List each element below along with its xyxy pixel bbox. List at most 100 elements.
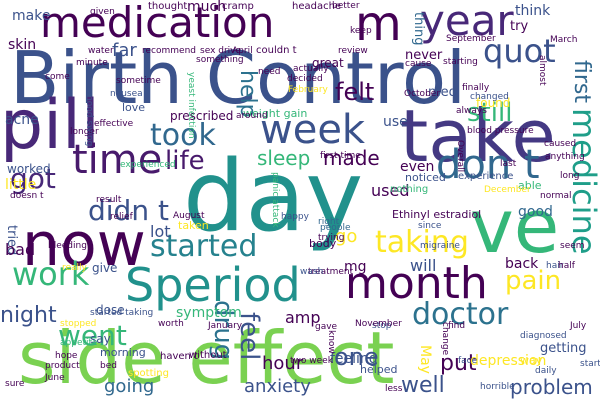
cloud-word: time bbox=[72, 137, 163, 183]
cloud-word: don t bbox=[436, 142, 540, 188]
cloud-word: yeast infection bbox=[186, 72, 196, 139]
cloud-word: result bbox=[96, 195, 122, 205]
cloud-word: spotting bbox=[128, 368, 169, 379]
cloud-word: hour bbox=[262, 353, 304, 374]
cloud-word: daily bbox=[535, 366, 557, 376]
cloud-word: m bbox=[355, 0, 402, 52]
cloud-word: year bbox=[420, 0, 514, 45]
cloud-word: morning bbox=[100, 346, 146, 359]
cloud-word: start bbox=[580, 359, 600, 369]
cloud-word: mood swing bbox=[84, 92, 94, 147]
cloud-word: felt bbox=[335, 78, 375, 106]
cloud-word: night bbox=[0, 303, 57, 328]
cloud-word: depression bbox=[470, 353, 547, 369]
cloud-word: way bbox=[520, 354, 543, 367]
cloud-word: pain bbox=[505, 266, 562, 296]
cloud-word: went bbox=[58, 319, 127, 352]
cloud-word: first bbox=[569, 60, 594, 103]
cloud-word: experience bbox=[458, 171, 514, 182]
cloud-word: gave bbox=[315, 322, 338, 332]
cloud-word: good bbox=[518, 204, 553, 220]
cloud-word: February bbox=[288, 85, 328, 95]
cloud-word: anything bbox=[545, 152, 585, 162]
cloud-word: bed bbox=[100, 361, 117, 371]
cloud-word: body bbox=[309, 237, 337, 250]
cloud-word: Overall bbox=[455, 140, 465, 173]
cloud-word: almost bbox=[537, 55, 547, 86]
cloud-word: well bbox=[401, 373, 445, 398]
cloud-word: right bbox=[318, 217, 340, 227]
cloud-word: stop bbox=[372, 321, 392, 331]
cloud-word: stopped bbox=[60, 319, 97, 329]
cloud-word: found bbox=[476, 96, 511, 110]
cloud-word: hair bbox=[546, 261, 564, 271]
cloud-word: happy bbox=[281, 212, 309, 222]
cloud-word: little bbox=[5, 177, 37, 193]
cloud-word: go bbox=[335, 226, 358, 247]
cloud-word: medication bbox=[40, 0, 275, 47]
cloud-word: Birth Control bbox=[10, 36, 467, 120]
cloud-word: even bbox=[400, 159, 435, 175]
cloud-word: haven t bbox=[160, 351, 198, 362]
cloud-word: medicine bbox=[565, 108, 600, 255]
cloud-word: cramp bbox=[222, 1, 254, 12]
cloud-word: ve bbox=[470, 184, 560, 270]
cloud-word: started taking bbox=[90, 308, 154, 318]
cloud-word: Ethinyl estradiol bbox=[392, 208, 482, 221]
cloud-word: acne bbox=[5, 112, 39, 128]
cloud-word: feeling bbox=[330, 351, 378, 367]
cloud-word: actually bbox=[293, 64, 329, 74]
cloud-word: May bbox=[417, 345, 433, 374]
cloud-word: work bbox=[12, 255, 90, 293]
cloud-word: relief bbox=[110, 212, 133, 222]
cloud-word: didn t bbox=[88, 194, 169, 227]
cloud-word: started bbox=[150, 229, 258, 264]
cloud-word: normal bbox=[540, 191, 572, 201]
cloud-word: Speriod bbox=[125, 258, 301, 312]
cloud-word: say bbox=[90, 332, 111, 346]
cloud-word: June bbox=[45, 373, 65, 383]
cloud-word: think bbox=[515, 3, 551, 19]
cloud-word: side effect bbox=[18, 316, 395, 400]
cloud-word: panic attack bbox=[270, 172, 280, 228]
cloud-word: mg bbox=[344, 259, 367, 275]
cloud-word: made bbox=[323, 146, 380, 170]
cloud-word: love bbox=[122, 101, 146, 114]
cloud-word: December bbox=[484, 185, 531, 195]
cloud-word: great bbox=[312, 56, 344, 70]
cloud-word: helped bbox=[360, 363, 398, 376]
cloud-word: face bbox=[458, 356, 478, 366]
cloud-word: really bbox=[62, 263, 87, 273]
cloud-word: put bbox=[440, 351, 477, 376]
cloud-word: know bbox=[326, 330, 336, 354]
cloud-word: September bbox=[446, 34, 496, 44]
cloud-word: used bbox=[371, 181, 410, 200]
cloud-word: thought bbox=[148, 1, 188, 12]
cloud-word: decided bbox=[287, 74, 323, 84]
cloud-word: got bbox=[10, 162, 56, 195]
cloud-word: sure bbox=[5, 379, 25, 389]
cloud-word: lot bbox=[150, 222, 171, 241]
cloud-word: feel bbox=[234, 312, 264, 361]
cloud-word: less bbox=[385, 384, 403, 394]
cloud-word: changed bbox=[470, 92, 509, 102]
cloud-word: always bbox=[456, 106, 487, 116]
cloud-word: prescribed bbox=[170, 109, 234, 123]
cloud-word: November bbox=[355, 319, 402, 329]
cloud-word: couldn t bbox=[256, 45, 297, 56]
cloud-word: much bbox=[187, 0, 227, 15]
cloud-word: bad bbox=[5, 240, 36, 259]
cloud-word: finally bbox=[462, 83, 490, 93]
cloud-word: tried bbox=[4, 225, 19, 256]
cloud-word: give bbox=[92, 261, 118, 275]
cloud-word: took bbox=[150, 118, 216, 153]
cloud-word: nothing bbox=[390, 184, 429, 195]
cloud-word: longer bbox=[70, 127, 99, 137]
cloud-word: will bbox=[410, 256, 437, 275]
cloud-word: doctor bbox=[412, 297, 509, 332]
cloud-word: trying bbox=[318, 233, 345, 243]
cloud-word: migraine bbox=[420, 241, 460, 251]
cloud-word: amp bbox=[285, 308, 321, 327]
cloud-word: try bbox=[510, 19, 529, 34]
